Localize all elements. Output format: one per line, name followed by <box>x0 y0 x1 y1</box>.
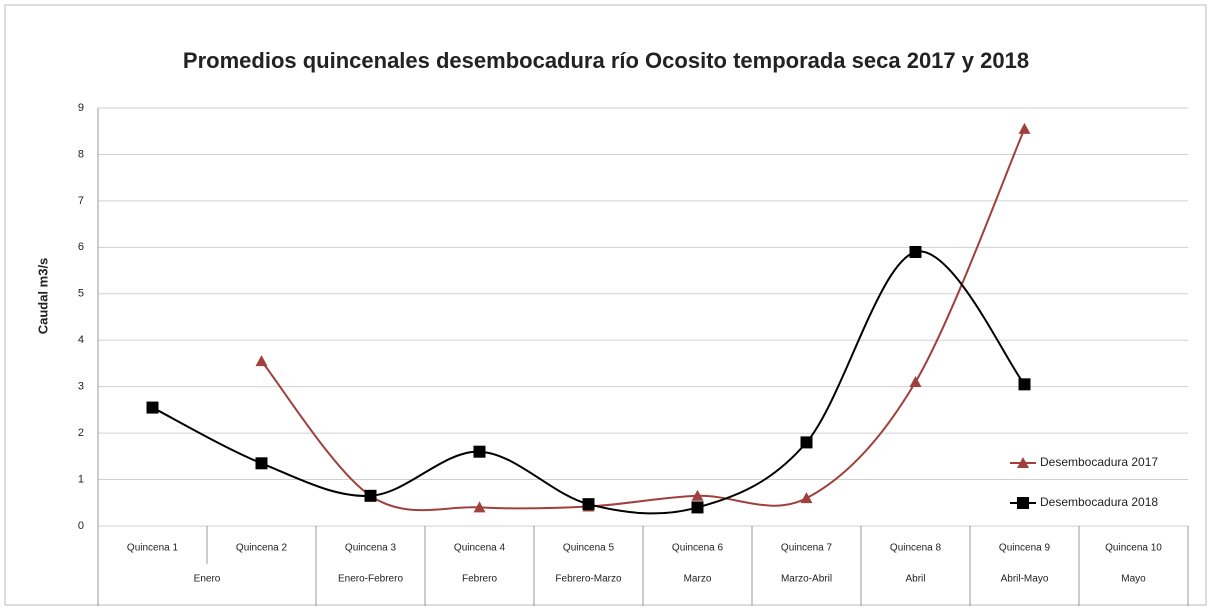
x-tick-label: Quincena 2 <box>236 543 288 554</box>
legend-marker <box>1017 457 1029 468</box>
x-group-label: Abril <box>905 574 925 585</box>
y-tick-label: 4 <box>78 334 84 346</box>
legend-marker <box>1017 497 1029 509</box>
y-tick-label: 3 <box>78 381 84 393</box>
x-tick-label: Quincena 4 <box>454 543 506 554</box>
x-tick-label: Quincena 9 <box>999 543 1051 554</box>
y-tick-label: 8 <box>78 148 84 160</box>
marker <box>473 445 486 458</box>
marker <box>255 457 268 470</box>
x-group-label: Enero-Febrero <box>338 574 403 585</box>
series-line <box>152 250 1026 515</box>
x-group-label: Febrero-Marzo <box>555 574 622 585</box>
marker <box>691 489 704 501</box>
x-tick-label: Quincena 7 <box>781 543 833 554</box>
x-tick-label: Quincena 5 <box>563 543 615 554</box>
marker <box>582 498 595 511</box>
x-group-label: Enero <box>194 574 221 585</box>
y-tick-label: 0 <box>78 520 84 532</box>
marker <box>255 355 268 367</box>
y-tick-label: 5 <box>78 288 84 300</box>
y-tick-label: 6 <box>78 241 84 253</box>
x-group-label: Marzo <box>684 574 712 585</box>
y-tick-label: 1 <box>78 473 84 485</box>
marker <box>364 489 377 502</box>
x-tick-label: Quincena 8 <box>890 543 942 554</box>
y-tick-label: 7 <box>78 195 84 207</box>
x-group-label: Mayo <box>1121 574 1146 585</box>
x-tick-label: Quincena 1 <box>127 543 179 554</box>
marker <box>800 436 813 449</box>
marker <box>473 501 486 513</box>
marker <box>691 501 704 514</box>
marker <box>909 245 922 258</box>
marker <box>909 376 922 388</box>
legend-label: Desembocadura 2018 <box>1040 495 1158 509</box>
chart-title: Promedios quincenales desembocadura río … <box>183 48 1029 73</box>
marker <box>800 492 813 504</box>
x-tick-label: Quincena 10 <box>1105 543 1162 554</box>
marker <box>1018 378 1031 391</box>
x-tick-label: Quincena 3 <box>345 543 397 554</box>
x-group-label: Febrero <box>462 574 497 585</box>
chart-border <box>4 4 1207 606</box>
x-group-label: Abril-Mayo <box>1001 574 1049 585</box>
y-tick-label: 9 <box>78 102 84 114</box>
y-axis-label: Caudal m3/s <box>35 258 50 335</box>
x-tick-label: Quincena 6 <box>672 543 724 554</box>
legend-label: Desembocadura 2017 <box>1040 455 1158 469</box>
marker <box>1018 122 1031 134</box>
x-group-label: Marzo-Abril <box>781 574 832 585</box>
y-tick-label: 2 <box>78 427 84 439</box>
marker <box>146 401 159 414</box>
